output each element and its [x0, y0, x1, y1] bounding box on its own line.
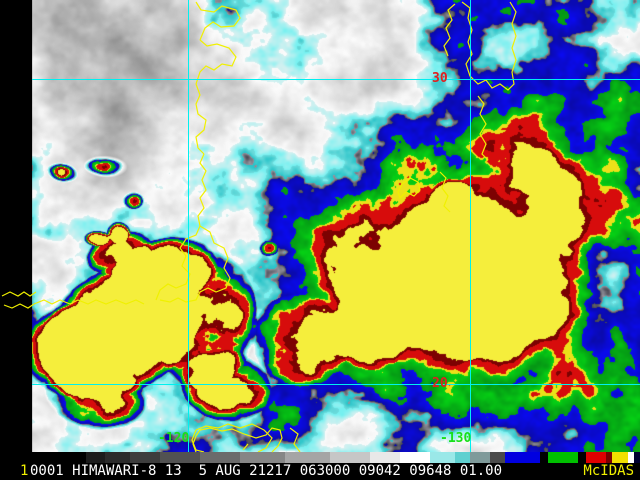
enh-segment-white: [400, 452, 430, 463]
coastline-lower-band: [192, 427, 283, 453]
enh-segment-gray-ramp-5: [200, 452, 240, 463]
enh-segment-gray-ramp-1: [86, 452, 105, 463]
coastline-segment-9: [33, 299, 145, 305]
coastline-segment-1: [195, 1, 241, 41]
coastline-segment-17: [289, 427, 301, 452]
enh-segment-gap-2: [578, 452, 586, 463]
image-left-border: [0, 0, 32, 452]
enh-segment-gray-ramp-3: [130, 452, 160, 463]
coastline-segment-15: [195, 423, 273, 452]
coastline-segment-8: [3, 303, 35, 309]
enh-segment-gray-ramp-4: [160, 452, 200, 463]
longitude-label-130: -130: [440, 431, 472, 446]
satellite-infrared-image[interactable]: [0, 0, 640, 452]
coastline-segment-lower: [192, 427, 283, 453]
frame-number-label: 1: [20, 463, 29, 479]
coastline-segment-3: [195, 83, 207, 155]
enh-segment-dark-red: [606, 452, 612, 463]
enh-segment-cyan-light: [430, 452, 455, 463]
enh-segment-dark-step: [490, 452, 505, 463]
coastline-segment-2: [195, 39, 237, 85]
enh-segment-gap-1: [540, 452, 548, 463]
enh-segment-cyan: [455, 452, 470, 463]
coastline-paths: [1, 1, 517, 452]
enh-segment-green: [548, 452, 578, 463]
enh-segment-gray-ramp-8: [330, 452, 370, 463]
enh-segment-blue: [505, 452, 540, 463]
latitude-gridline-20: [32, 384, 640, 385]
coastline-segment-12: [443, 3, 456, 57]
coastline-segment-4: [197, 153, 207, 227]
satellite-image-panel[interactable]: 30 20: [0, 0, 640, 452]
enh-segment-white-top: [628, 452, 634, 463]
latitude-label-30: 30: [432, 71, 448, 86]
coastline-segment-11: [477, 95, 489, 161]
coastline-segment-5: [155, 225, 201, 301]
coastline-segment-13: [439, 171, 451, 213]
enhancement-color-bar[interactable]: [0, 452, 640, 463]
longitude-gridline-120: [188, 0, 189, 452]
enh-segment-red: [586, 452, 606, 463]
enh-segment-cyan-gray: [470, 452, 490, 463]
enh-segment-gray-ramp-9: [370, 452, 400, 463]
longitude-label-120: -120: [158, 431, 190, 446]
enh-segment-gray-ramp-6: [240, 452, 285, 463]
map-overlay: [1, 1, 517, 452]
mcidas-brand-label: McIDAS: [583, 463, 634, 479]
coastline-segment-14: [397, 177, 421, 200]
enh-segment-gray-ramp-2: [105, 452, 130, 463]
coastline-segment-7: [1, 291, 37, 297]
latitude-gridline-30: [32, 79, 640, 80]
coastline-segment-6: [159, 225, 231, 303]
longitude-gridline-130: [470, 0, 471, 452]
enh-segment-black-warm: [0, 452, 86, 463]
status-text: 0001 HIMAWARI-8 13 5 AUG 21217 063000 09…: [30, 463, 503, 479]
enh-segment-end-black: [634, 452, 640, 463]
enh-segment-yellow: [612, 452, 628, 463]
status-bar: 1 0001 HIMAWARI-8 13 5 AUG 21217 063000 …: [0, 463, 640, 480]
enh-segment-gray-ramp-7: [285, 452, 330, 463]
latitude-label-20: 20: [432, 376, 448, 391]
